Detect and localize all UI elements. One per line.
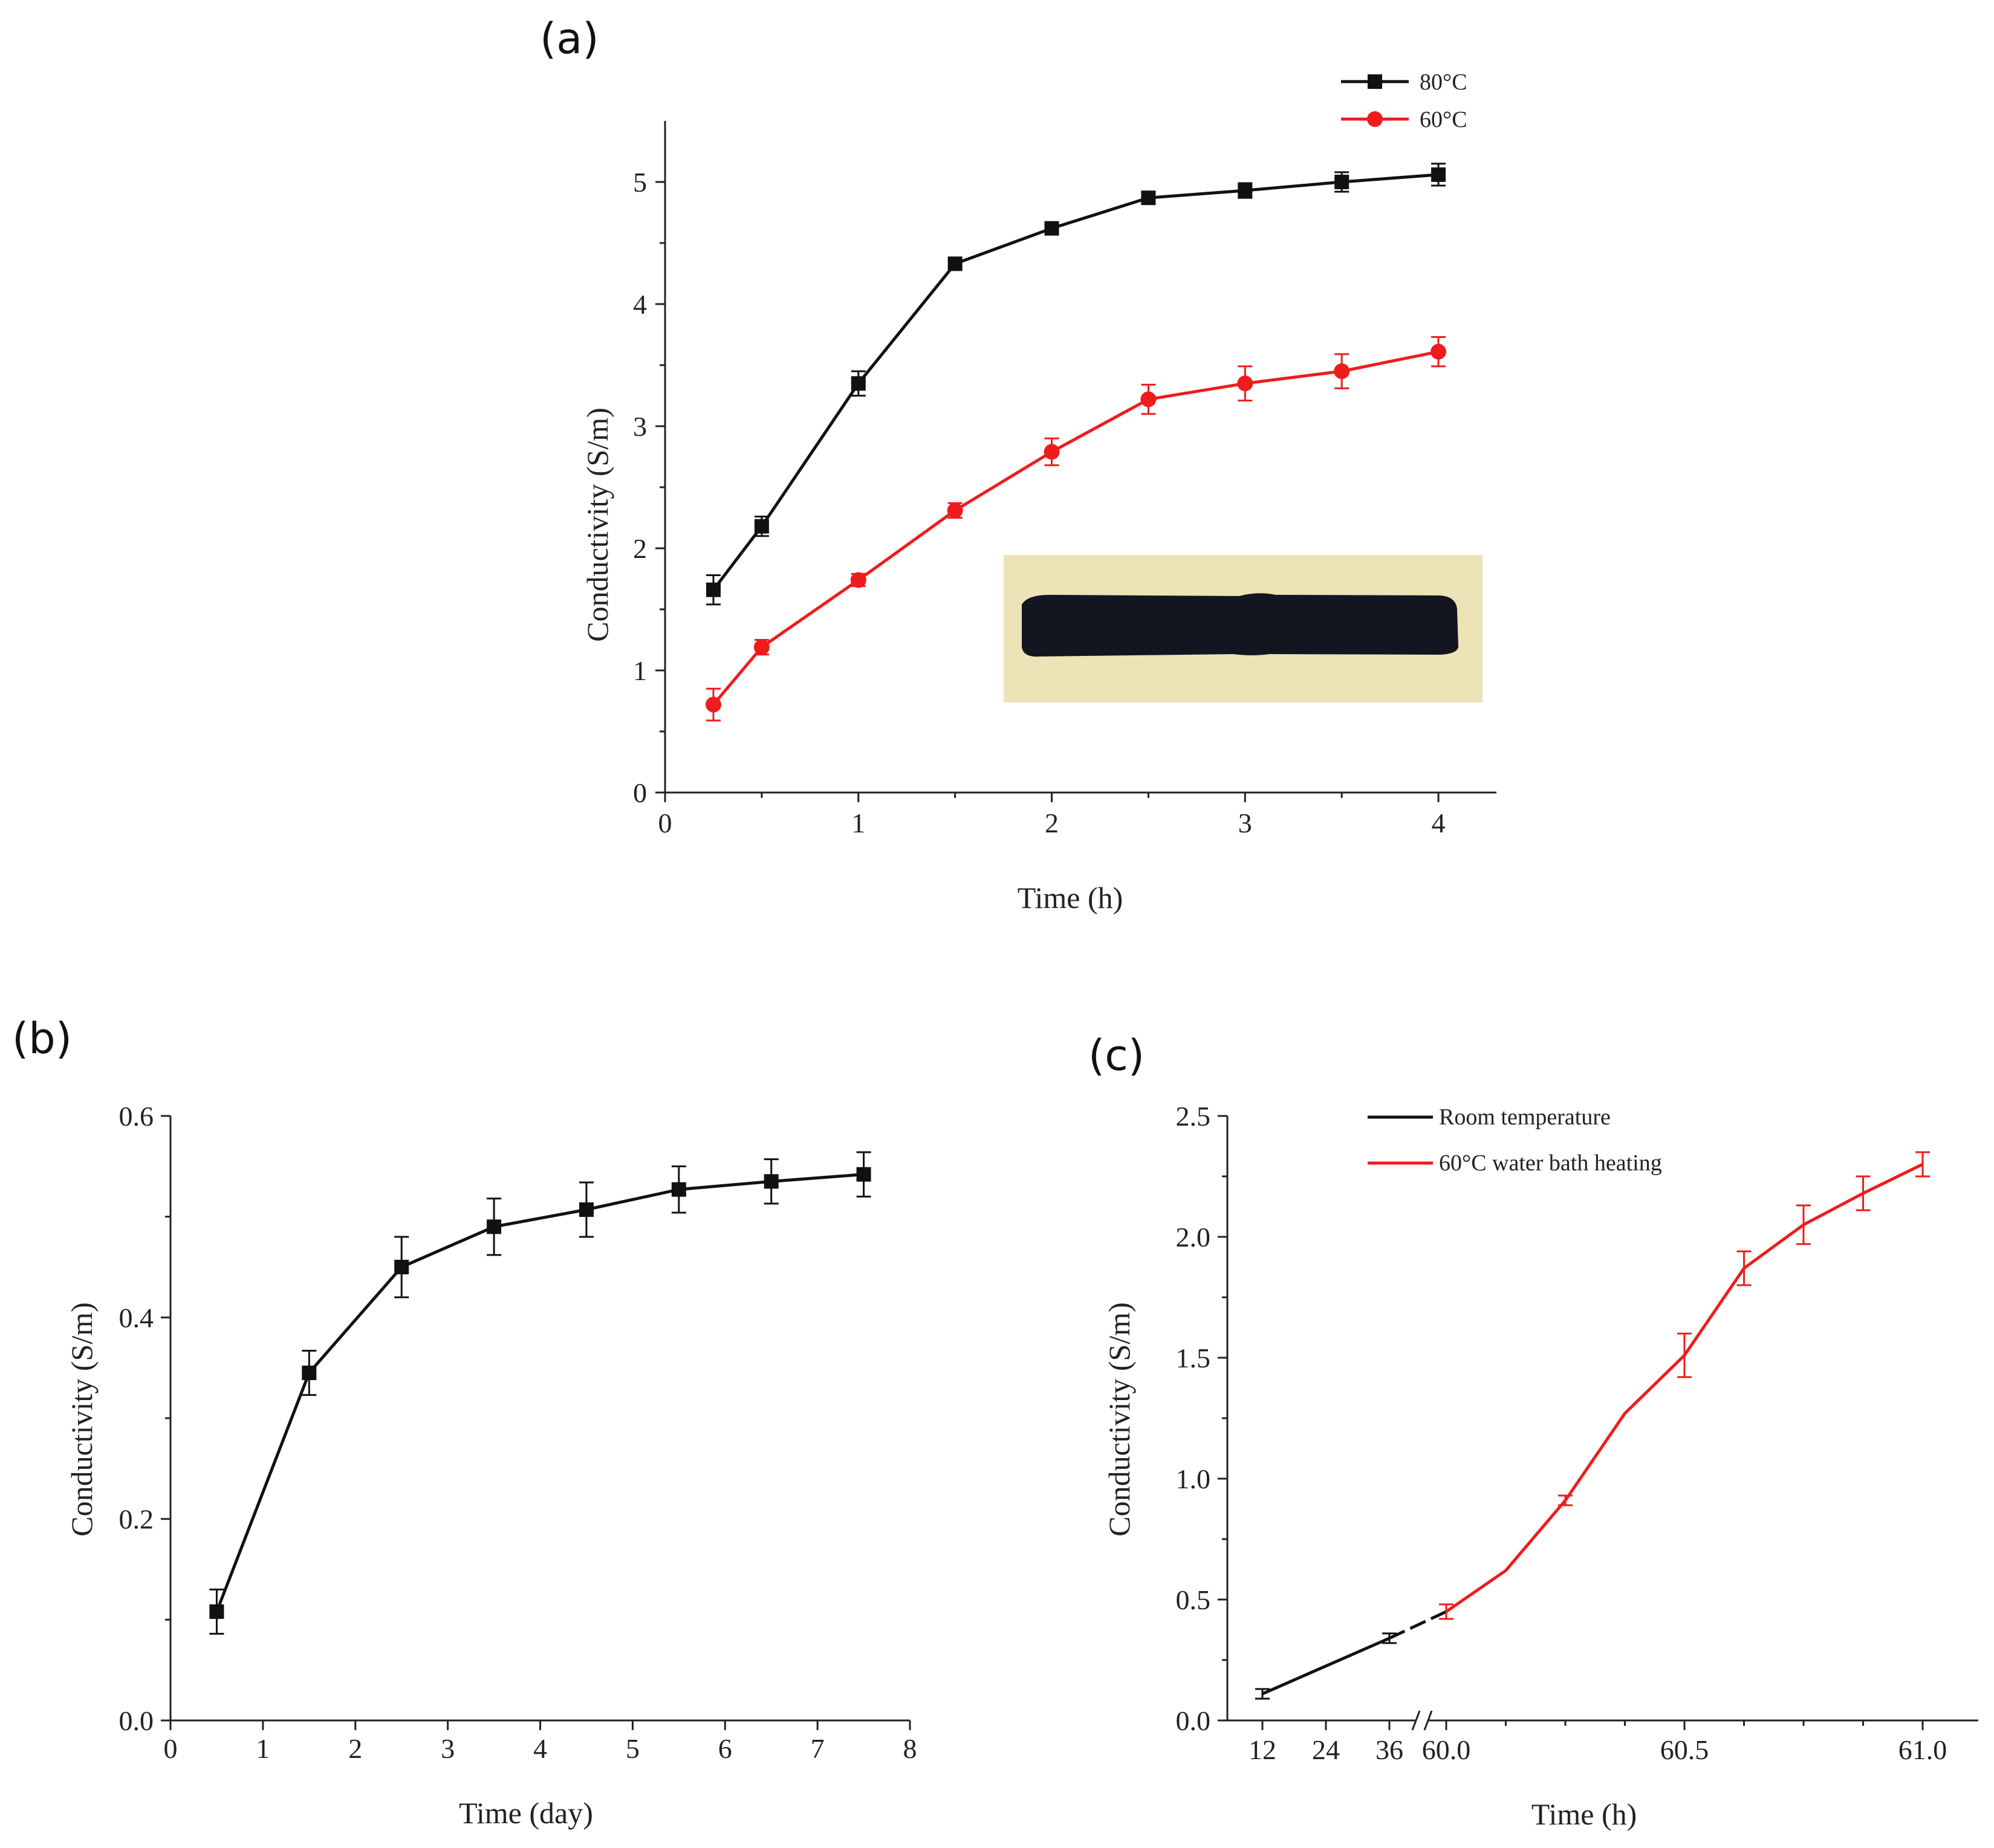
panel-b-chart: (b) Conductivity (S/m) Time (day) 0.0 0.2… — [12, 1014, 917, 1830]
panel-b-point — [394, 1260, 409, 1274]
panel-a-series-1-point — [1140, 391, 1157, 407]
panel-a-ytick-label: 1 — [633, 655, 647, 686]
panel-c-xlabel: Time (h) — [1531, 1797, 1637, 1831]
panel-a-xtick-label: 2 — [1045, 808, 1059, 838]
panel-a-series-1-point — [947, 502, 963, 519]
panel-a-series-1-point — [1044, 444, 1060, 460]
panel-b-xtick-label: 5 — [626, 1733, 640, 1764]
panel-a-series-0-point — [1044, 221, 1059, 236]
panel-c-ytick-label: 0.5 — [1176, 1584, 1211, 1615]
legend-60c-label: 60°C — [1420, 107, 1467, 132]
panel-a-series-0-point — [754, 519, 769, 534]
panel-a-series-1-point — [705, 696, 721, 713]
panel-c-chart: (c) Conductivity (S/m) Time (h) Room tem… — [1088, 1031, 1978, 1831]
panel-a-series-1-point — [850, 572, 866, 588]
panel-b-ytick-label: 0.4 — [119, 1302, 154, 1333]
legend-60c-marker — [1367, 111, 1383, 127]
panel-b-ytick-label: 0.2 — [119, 1504, 154, 1535]
panel-a-series-1-point — [1334, 363, 1350, 380]
panel-a-xtick-label: 0 — [658, 808, 672, 838]
legend-room-temp-label: Room temperature — [1439, 1104, 1611, 1130]
panel-c-ytick-label: 2.0 — [1176, 1222, 1211, 1253]
panel-a-ytick-label: 2 — [633, 533, 647, 564]
panel-a-series-0-point — [947, 256, 963, 271]
panel-a-series-1-point — [1431, 343, 1447, 360]
panel-a-series-0-point — [706, 582, 721, 597]
panel-a-xtick-label: 4 — [1432, 808, 1446, 838]
panel-b-xtick-label: 4 — [533, 1733, 547, 1764]
panel-b-label: (b) — [12, 1014, 72, 1063]
legend-80c-label: 80°C — [1420, 70, 1467, 95]
panel-b-xtick-label: 2 — [348, 1733, 362, 1764]
panel-c-water-bath-line — [1445, 1162, 1924, 1613]
panel-c-ytick-label: 1.0 — [1176, 1464, 1211, 1494]
panel-c-room-temp-line — [1261, 1636, 1391, 1696]
panel-c-break-bridge — [1388, 1610, 1447, 1640]
panel-c-label: (c) — [1088, 1031, 1145, 1080]
panel-b-xlabel: Time (day) — [459, 1796, 593, 1830]
panel-b-point — [856, 1167, 871, 1182]
panel-c-xtick-label: 36 — [1375, 1734, 1403, 1765]
panel-c-xtick-label: 24 — [1312, 1734, 1340, 1765]
panel-c-xtick-label: 60.5 — [1660, 1734, 1709, 1765]
inset-black-strip — [1022, 593, 1458, 657]
panel-a-ytick-label: 0 — [633, 777, 647, 808]
panel-c-axis-break-mark — [1411, 1710, 1421, 1731]
panel-a-series-0-point — [1334, 175, 1349, 189]
panel-c-ylabel: Conductivity (S/m) — [1102, 1302, 1136, 1537]
panel-c-ytick-label: 1.5 — [1176, 1343, 1211, 1373]
panel-a-series-1-point — [753, 639, 770, 655]
panel-b-point — [487, 1219, 502, 1234]
panel-b-point — [671, 1182, 686, 1197]
panel-c-legend: Room temperature 60°C water bath heating — [1368, 1104, 1662, 1176]
panel-a-series-0-line — [712, 173, 1439, 591]
panel-b-xtick-label: 0 — [164, 1733, 178, 1764]
panel-a-legend: 80°C 60°C — [1341, 70, 1467, 132]
panel-b-ytick-label: 0.6 — [119, 1101, 154, 1132]
panel-c-xtick-label: 60.0 — [1422, 1734, 1471, 1765]
inset-photo — [1004, 555, 1483, 702]
panel-b-xtick-label: 3 — [441, 1733, 455, 1764]
panel-b-point — [302, 1366, 317, 1380]
panel-a-series-0-point — [1141, 190, 1156, 206]
panel-a-series-0-point — [1431, 167, 1446, 182]
panel-a-ytick-label: 5 — [633, 167, 647, 198]
panel-c-xtick-label: 61.0 — [1898, 1734, 1947, 1765]
panel-b-point — [209, 1604, 224, 1619]
panel-b-ytick-label: 0.0 — [119, 1705, 154, 1736]
panel-c-axis-break-mark — [1423, 1710, 1433, 1731]
panel-a-xtick-label: 1 — [851, 808, 865, 838]
panel-c-xtick-label: 12 — [1249, 1734, 1276, 1765]
legend-80c-marker — [1368, 74, 1382, 89]
panel-b-point — [764, 1174, 779, 1189]
panel-b-ylabel: Conductivity (S/m) — [65, 1302, 99, 1537]
panel-b-xtick-label: 1 — [256, 1733, 270, 1764]
panel-a-ytick-label: 3 — [633, 411, 647, 442]
panel-a-xlabel: Time (h) — [1018, 881, 1123, 915]
panel-a-label: (a) — [540, 14, 599, 63]
panel-a-series-0-point — [1238, 183, 1253, 198]
legend-water-bath-label: 60°C water bath heating — [1439, 1150, 1662, 1176]
panel-a-xtick-label: 3 — [1238, 808, 1252, 838]
panel-b-series-line — [215, 1173, 864, 1612]
panel-a-ytick-label: 4 — [633, 289, 647, 320]
panel-b-xtick-label: 6 — [718, 1733, 732, 1764]
panel-c-ytick-label: 2.5 — [1176, 1101, 1211, 1132]
panel-a-ylabel: Conductivity (S/m) — [580, 407, 614, 642]
panel-c-ytick-label: 0.0 — [1176, 1705, 1211, 1736]
panel-b-xtick-label: 8 — [903, 1733, 917, 1764]
panel-a-series-1-point — [1237, 375, 1253, 392]
panel-b-xtick-label: 7 — [811, 1733, 825, 1764]
panel-b-point — [579, 1202, 594, 1217]
panel-a-chart: (a) Conductivity (S/m) Time (h) 80°C 60°… — [540, 14, 1496, 915]
panel-a-series-0-point — [851, 376, 866, 391]
